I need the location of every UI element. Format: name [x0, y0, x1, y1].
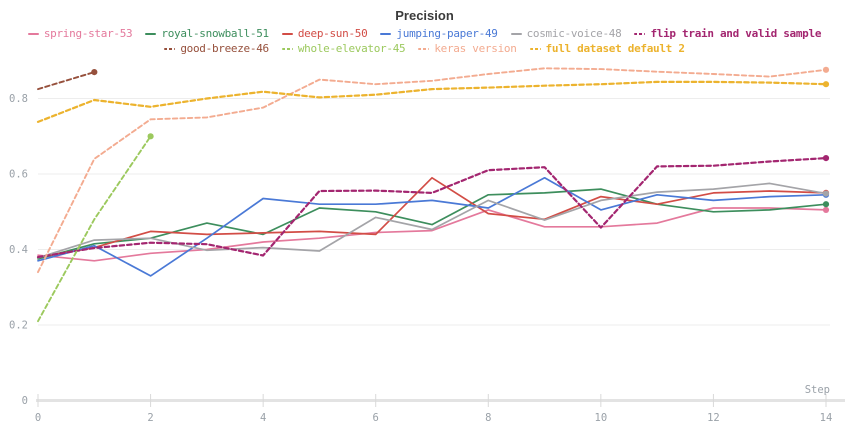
- legend-label: deep-sun-50: [297, 27, 368, 40]
- series-end-marker-royal-snowball-51: [822, 201, 830, 208]
- solid-line-swatch-icon: [510, 32, 522, 35]
- series-end-marker-cosmic-voice-48: [822, 190, 830, 197]
- x-tick-label: 2: [147, 412, 153, 424]
- series-line-flip-train-and-valid-sample[interactable]: [36, 157, 828, 259]
- legend-item-deep-sun-50[interactable]: deep-sun-50: [281, 27, 368, 40]
- legend-label: jumping-paper-49: [396, 27, 498, 40]
- x-axis-title: Step: [805, 384, 830, 396]
- series-line-spring-star-53[interactable]: [37, 207, 827, 262]
- series-end-marker-good-breeze-46: [91, 69, 98, 76]
- x-tick-label: 10: [595, 412, 608, 424]
- x-tick-label: 12: [707, 412, 720, 424]
- series-end-marker-full-dataset-default-2: [822, 81, 830, 88]
- series-line-deep-sun-50[interactable]: [37, 176, 827, 258]
- legend-item-jumping-paper-49[interactable]: jumping-paper-49: [380, 27, 498, 40]
- x-tick-label: 14: [820, 412, 833, 424]
- legend-item-royal-snowball-51[interactable]: royal-snowball-51: [145, 27, 269, 40]
- series-end-marker-spring-star-53: [822, 206, 830, 213]
- solid-line-swatch-icon: [145, 32, 157, 35]
- series-line-whole-elevator-45[interactable]: [37, 135, 152, 323]
- series-line-keras-version[interactable]: [37, 67, 827, 274]
- y-tick-label: 0.4: [9, 244, 28, 256]
- series-end-marker-flip-train-and-valid-sample: [822, 155, 830, 162]
- legend-item-cosmic-voice-48[interactable]: cosmic-voice-48: [510, 27, 622, 40]
- chart-title: Precision: [395, 8, 454, 23]
- dashed-line-swatch-icon: [529, 47, 541, 50]
- legend-label: whole-elevator-45: [297, 42, 406, 55]
- legend-item-full-dataset-default-2[interactable]: full dataset default 2: [529, 42, 685, 55]
- dashed-line-swatch-icon: [634, 32, 646, 35]
- legend-label: royal-snowball-51: [161, 27, 269, 40]
- x-tick-label: 0: [35, 412, 41, 424]
- legend-item-flip-train-and-valid-sample[interactable]: flip train and valid sample: [634, 27, 821, 40]
- y-tick-label: 0.6: [9, 169, 28, 181]
- legend-item-keras-version[interactable]: keras version: [418, 42, 517, 55]
- series-line-jumping-paper-49[interactable]: [37, 176, 827, 277]
- legend: spring-star-53 royal-snowball-51 deep-sun-…: [0, 27, 849, 55]
- legend-row-1: spring-star-53 royal-snowball-51 deep-sun-…: [27, 27, 821, 40]
- legend-label: keras version: [434, 42, 517, 55]
- legend-label: spring-star-53: [43, 27, 133, 40]
- legend-label: flip train and valid sample: [650, 27, 822, 40]
- legend-item-spring-star-53[interactable]: spring-star-53: [27, 27, 133, 40]
- y-tick-label: 0.2: [9, 320, 28, 332]
- legend-label: cosmic-voice-48: [526, 27, 622, 40]
- legend-item-whole-elevator-45[interactable]: whole-elevator-45: [281, 42, 406, 55]
- solid-line-swatch-icon: [281, 32, 293, 35]
- legend-row-2: good-breeze-46 whole-elevator-45 keras ver…: [164, 42, 685, 55]
- dashed-line-swatch-icon: [418, 47, 430, 50]
- solid-line-swatch-icon: [380, 32, 392, 35]
- solid-line-swatch-icon: [27, 32, 39, 35]
- series-end-marker-whole-elevator-45: [147, 133, 154, 140]
- legend-item-good-breeze-46[interactable]: good-breeze-46: [164, 42, 269, 55]
- legend-label: full dataset default 2: [545, 42, 685, 55]
- dashed-line-swatch-icon: [164, 47, 176, 50]
- series-line-good-breeze-46[interactable]: [37, 71, 96, 91]
- x-tick-label: 6: [373, 412, 379, 424]
- dashed-line-swatch-icon: [281, 47, 293, 50]
- y-tick-label: 0: [22, 395, 28, 407]
- legend-label: good-breeze-46: [180, 42, 269, 55]
- y-tick-label: 0.8: [9, 93, 28, 105]
- series-end-marker-keras-version: [822, 66, 830, 73]
- x-tick-label: 4: [260, 412, 266, 424]
- x-tick-label: 8: [485, 412, 491, 424]
- series-line-full-dataset-default-2[interactable]: [36, 80, 828, 124]
